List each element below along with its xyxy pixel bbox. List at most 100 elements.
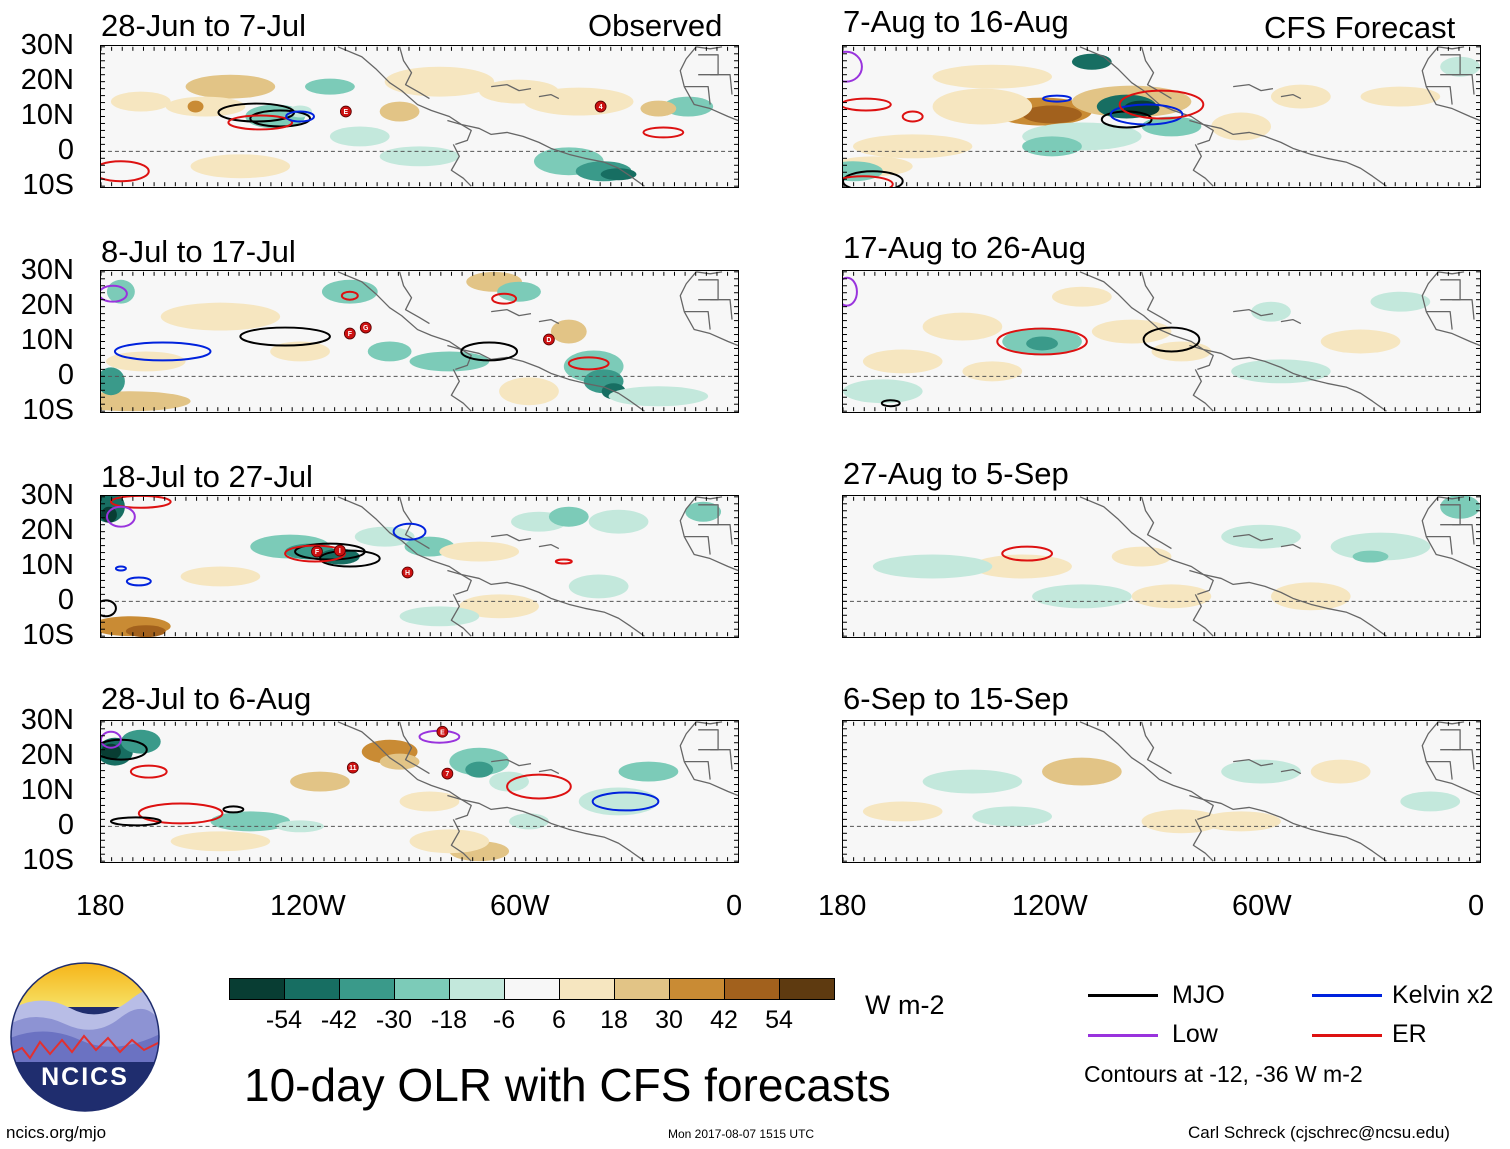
coastline [1233, 759, 1274, 767]
coastline [696, 496, 723, 500]
contour-mjo [109, 816, 162, 827]
coastline [1233, 84, 1274, 92]
colorbar-tick-label: -18 [430, 1006, 468, 1034]
olr-anomaly-patch [862, 349, 943, 374]
olr-anomaly-layer [101, 729, 679, 862]
contour-er [109, 496, 172, 509]
lat-label: 20N [20, 739, 74, 771]
coastline [450, 594, 472, 637]
coastline [696, 721, 723, 725]
storm-marker-body [436, 725, 449, 738]
contour-kelvin [113, 341, 212, 362]
storm-marker-label: E [440, 729, 445, 736]
map-panel [842, 720, 1481, 863]
contour-mjo [460, 341, 519, 362]
coastline [491, 84, 532, 92]
storm-marker-icon: F [311, 545, 323, 558]
olr-anomaly-patch [187, 100, 204, 113]
olr-anomaly-patch [578, 787, 659, 816]
contour-kelvin [1109, 103, 1184, 126]
lon-label: 120W [270, 890, 346, 922]
legend-label-low: Low [1172, 1020, 1218, 1048]
olr-anomaly-patch [399, 606, 480, 627]
olr-anomaly-patch [1320, 329, 1401, 354]
colorbar-tick-label: 42 [710, 1006, 738, 1034]
storm-marker-body [339, 105, 352, 118]
contour-kelvin [125, 576, 152, 587]
country-border [710, 299, 733, 320]
country-border [698, 729, 719, 751]
olr-anomaly-patch [101, 391, 191, 412]
olr-anomaly-patch [305, 78, 355, 95]
coastline [1079, 721, 1214, 820]
olr-anomaly-patch [1251, 301, 1291, 322]
olr-anomaly-patch [872, 554, 993, 579]
storm-marker-icon: I [334, 544, 346, 557]
olr-anomaly-patch [1022, 105, 1082, 124]
footer-timestamp: Mon 2017-08-07 1515 UTC [668, 1127, 815, 1141]
coastline [447, 569, 645, 637]
country-border [684, 85, 711, 105]
coastline [1233, 534, 1274, 542]
contour-layer [101, 102, 685, 183]
lon-label: 60W [490, 890, 550, 922]
coastline [538, 543, 560, 550]
map-background [843, 721, 1480, 862]
storm-marker-label: 7 [445, 771, 449, 778]
footer-url[interactable]: ncics.org/mjo [6, 1123, 107, 1142]
contour-er [227, 114, 294, 131]
olr-anomaly-patch [852, 134, 973, 159]
ncics-logo: NCICS [10, 962, 160, 1112]
contour-kelvin [114, 565, 127, 572]
lat-label: 0 [57, 809, 74, 841]
legend-label-kelvin: Kelvin x2 [1392, 981, 1494, 1009]
contour-mjo [1142, 326, 1201, 353]
coastline [398, 271, 430, 325]
legend-swatch-low [1088, 1034, 1158, 1037]
colorbar-tick-label: -54 [265, 1006, 303, 1034]
olr-anomaly-patch [962, 361, 1023, 382]
legend-note: Contours at -12, -36 W m-2 [1084, 1061, 1363, 1087]
contour-mjo [249, 109, 312, 128]
olr-anomaly-patch [290, 771, 350, 792]
contour-layer [843, 50, 1205, 187]
country-border [684, 535, 711, 555]
olr-anomaly-patch [922, 769, 1023, 794]
olr-anomaly-patch [165, 96, 246, 117]
coastline [679, 271, 738, 347]
contour-er [567, 356, 610, 371]
olr-anomaly-patch [663, 96, 714, 117]
country-border [698, 504, 719, 526]
coastline [538, 318, 560, 325]
contour-mjo [222, 805, 245, 814]
olr-anomaly-patch [379, 753, 420, 770]
olr-anomaly-patch [499, 377, 559, 406]
coastline [398, 46, 430, 100]
contour-low [101, 730, 122, 749]
coastline [1438, 46, 1465, 50]
storm-marker-icon: D [543, 333, 555, 346]
olr-anomaly-patch [972, 806, 1053, 827]
olr-anomaly-patch [1022, 136, 1082, 157]
coastline [1140, 721, 1172, 775]
olr-anomaly-patch [120, 729, 161, 754]
olr-anomaly-patch [1211, 112, 1271, 141]
lon-label: 0 [726, 890, 743, 922]
coastline-layer [337, 271, 738, 412]
country-border [1426, 310, 1453, 330]
olr-anomaly-layer [872, 496, 1480, 611]
olr-anomaly-patch [932, 64, 1053, 89]
coastline-layer [1079, 721, 1480, 862]
colorbar-cell [559, 978, 615, 1000]
country-border [710, 524, 733, 545]
contour-er [506, 773, 572, 800]
olr-anomaly-patch [1231, 359, 1331, 384]
lon-label: 180 [76, 890, 125, 922]
contour-low [843, 276, 858, 307]
colorbar-cell [724, 978, 780, 1000]
olr-anomaly-patch [568, 574, 629, 599]
axis-ticks [843, 46, 1480, 187]
axis-ticks [101, 271, 738, 412]
coastline [1192, 594, 1214, 637]
